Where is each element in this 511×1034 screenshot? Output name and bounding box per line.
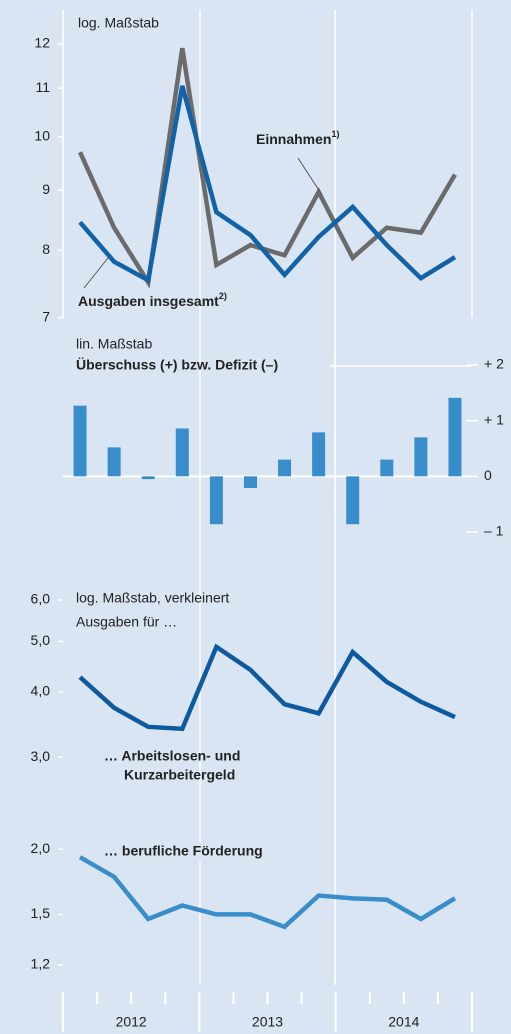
scale-label: lin. Maßstab <box>76 336 152 352</box>
legend-label: Ausgaben insgesamt2) <box>78 291 227 308</box>
series-line <box>78 85 457 284</box>
panel-title: Überschuss (+) bzw. Defizit (–) <box>76 357 278 373</box>
series-line <box>78 855 457 930</box>
bar <box>312 432 326 477</box>
y-tick-label: 8 <box>42 241 50 257</box>
legend-label: Kurzarbeitergeld <box>124 767 235 783</box>
y-tick-label: 6,0 <box>31 591 51 607</box>
label-bg <box>100 842 308 862</box>
bar <box>107 447 121 477</box>
legend-label: … Arbeitslosen- und <box>104 748 240 764</box>
bar <box>278 459 292 477</box>
y-tick-label: + 2 <box>484 356 504 372</box>
y-tick-label: 11 <box>35 79 50 95</box>
x-group-label: 2014 <box>388 1014 419 1030</box>
bar <box>175 428 189 477</box>
y-tick-label: 12 <box>34 35 50 51</box>
y-tick-label: 10 <box>34 127 50 143</box>
series-line <box>77 47 457 289</box>
legend-text: Ausgaben insgesamt <box>78 293 219 309</box>
y-tick-label: – 1 <box>484 523 504 539</box>
y-tick-label: 4,0 <box>31 683 51 699</box>
bar <box>380 459 394 477</box>
y-tick-label: 7 <box>42 309 50 325</box>
x-group-label: 2013 <box>252 1014 283 1030</box>
panel-title: Ausgaben für … <box>76 614 177 630</box>
bar <box>346 476 360 525</box>
legend-label: … berufliche Förderung <box>104 843 263 859</box>
bar <box>73 405 87 477</box>
bar <box>141 476 155 480</box>
legend-label: Einnahmen1) <box>256 129 339 146</box>
leader-line <box>297 157 323 196</box>
bar <box>414 437 428 477</box>
leader-line <box>83 257 109 289</box>
scale-label: log. Maßstab, verkleinert <box>76 590 229 606</box>
y-tick-label: 2,0 <box>31 840 51 856</box>
y-tick-label: 1,2 <box>31 956 51 972</box>
y-tick-label: 5,0 <box>31 632 51 648</box>
scale-label: log. Maßstab <box>78 15 159 31</box>
x-group-label: 2012 <box>116 1014 147 1030</box>
y-tick-label: + 1 <box>484 411 504 427</box>
series-line <box>78 643 456 732</box>
bar <box>448 397 462 477</box>
bar <box>209 476 223 525</box>
bar <box>243 476 257 489</box>
legend-note: 2) <box>219 291 227 301</box>
y-tick-label: 3,0 <box>31 748 51 764</box>
legend-note: 1) <box>331 129 339 139</box>
y-tick-label: 0 <box>484 467 492 483</box>
y-tick-label: 1,5 <box>31 905 51 921</box>
y-tick-label: 9 <box>42 181 50 197</box>
legend-text: Einnahmen <box>256 131 331 147</box>
